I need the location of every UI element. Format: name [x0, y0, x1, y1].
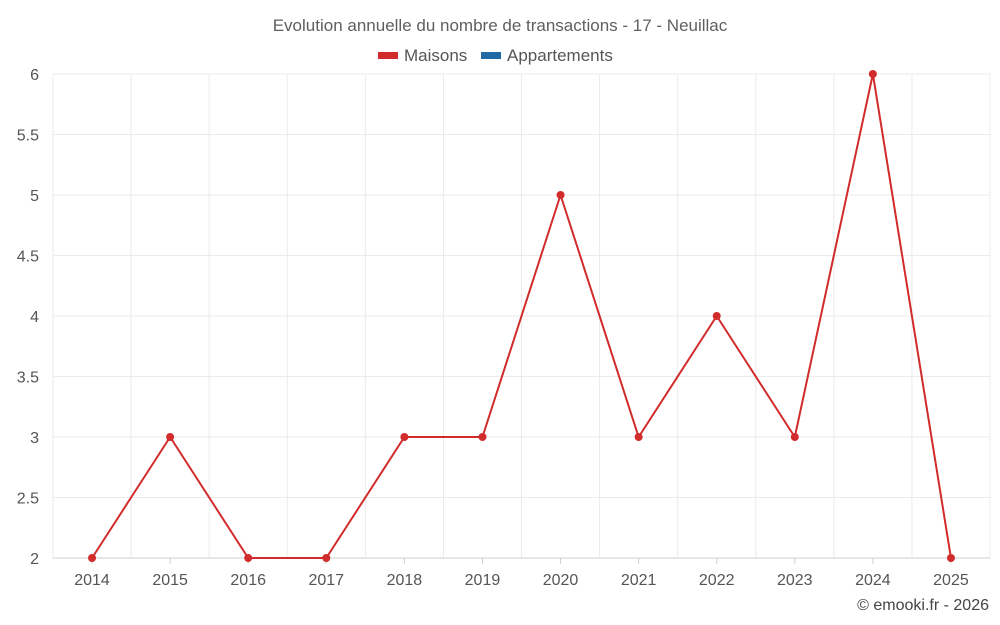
data-point-maisons[interactable]: [712, 312, 721, 320]
x-tick-label: 2014: [74, 572, 110, 589]
x-tick-label: 2015: [152, 572, 188, 589]
legend-label-appartements: Appartements: [507, 46, 613, 65]
y-tick-label: 3.5: [17, 370, 39, 387]
y-tick-label: 2.5: [17, 491, 39, 508]
x-tick-label: 2021: [621, 572, 657, 589]
y-tick-label: 4: [30, 309, 39, 326]
data-point-maisons[interactable]: [166, 433, 175, 441]
grid: [52, 73, 991, 559]
legend-item-maisons[interactable]: Maisons: [378, 46, 467, 65]
y-axis-ticks: 2 2.5 3 3.5 4 4.5 5 5.5 6: [17, 67, 39, 568]
y-tick-label: 4.5: [17, 249, 39, 266]
credit-text: © emooki.fr - 2026: [857, 597, 989, 614]
legend: Maisons Appartements: [378, 46, 613, 65]
x-axis-ticks: 2014 2015 2016 2017 2018 2019 2020 2021 2022 2023…: [74, 558, 969, 589]
legend-swatch-maisons: [378, 52, 398, 59]
y-tick-label: 5: [30, 188, 39, 205]
x-tick-label: 2022: [699, 572, 735, 589]
data-point-maisons[interactable]: [244, 554, 253, 562]
data-point-maisons[interactable]: [868, 70, 877, 78]
data-point-maisons[interactable]: [400, 433, 409, 441]
series-maisons: [88, 70, 955, 562]
series-line-maisons: [91, 73, 952, 559]
x-tick-label: 2017: [308, 572, 344, 589]
x-tick-label: 2019: [465, 572, 501, 589]
x-tick-label: 2023: [777, 572, 813, 589]
x-tick-label: 2016: [230, 572, 266, 589]
legend-label-maisons: Maisons: [404, 46, 467, 65]
x-tick-label: 2024: [855, 572, 891, 589]
y-tick-label: 2: [30, 551, 39, 568]
data-point-maisons[interactable]: [556, 191, 565, 199]
data-point-maisons[interactable]: [946, 554, 955, 562]
data-point-maisons[interactable]: [634, 433, 643, 441]
data-point-maisons[interactable]: [88, 554, 97, 562]
data-point-maisons[interactable]: [322, 554, 331, 562]
y-tick-label: 3: [30, 430, 39, 447]
data-point-maisons[interactable]: [790, 433, 799, 441]
x-tick-label: 2020: [543, 572, 579, 589]
legend-item-appartements[interactable]: Appartements: [481, 46, 613, 65]
legend-swatch-appartements: [481, 52, 501, 59]
data-point-maisons[interactable]: [478, 433, 487, 441]
x-tick-label: 2025: [933, 572, 969, 589]
y-tick-label: 5.5: [17, 128, 39, 145]
y-tick-label: 6: [30, 67, 39, 84]
x-tick-label: 2018: [387, 572, 423, 589]
chart-title: Evolution annuelle du nombre de transact…: [273, 16, 728, 35]
